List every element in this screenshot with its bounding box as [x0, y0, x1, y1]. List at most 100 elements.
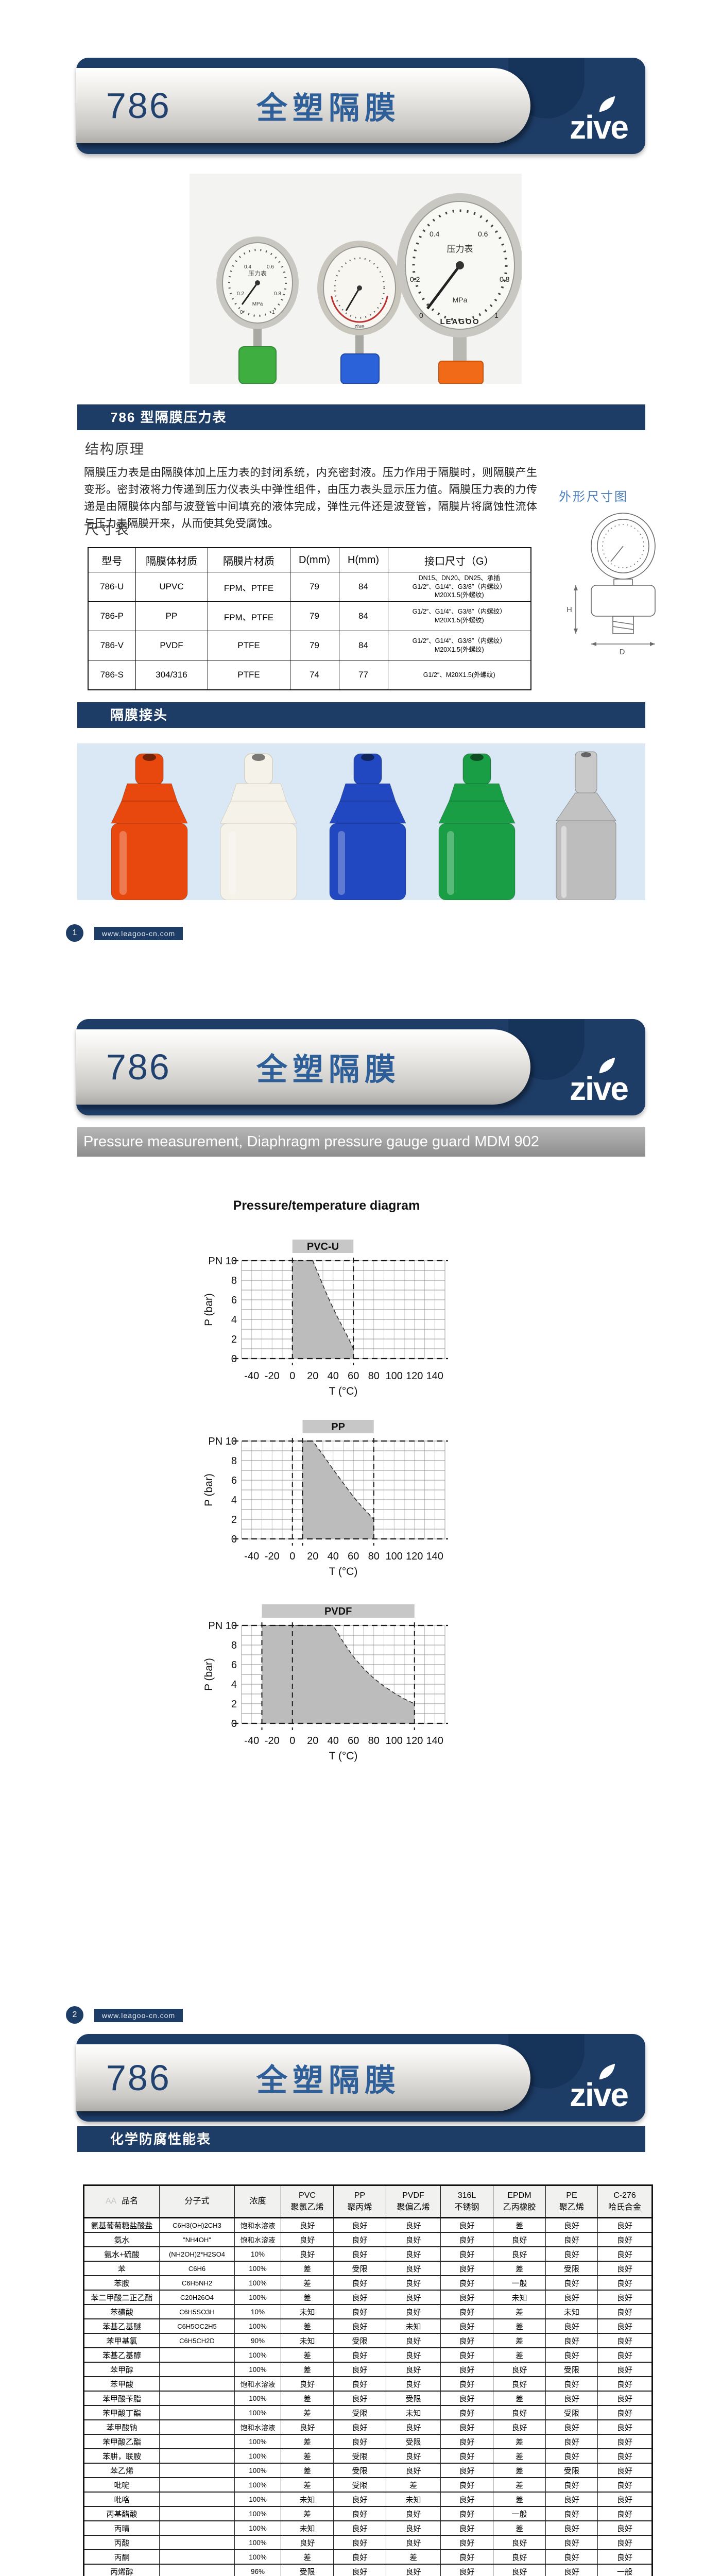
x-tick-label: 140 — [426, 1370, 443, 1382]
product-photo-gauges: 压力表 MPa 0.2 0.4 0.6 0.8 0 1 zive — [190, 174, 522, 384]
chem-rating-cell: 良好 — [440, 2362, 493, 2377]
chem-rating-cell: 差 — [281, 2506, 334, 2521]
chem-rating-cell: 差 — [493, 2520, 546, 2536]
chem-conc-cell: 100% — [234, 2318, 281, 2334]
x-tick-label: -20 — [265, 1551, 280, 1562]
chem-conc-cell: 100% — [234, 2290, 281, 2305]
chem-rating-cell: 良好 — [386, 2261, 441, 2276]
chem-rating-cell: 良好 — [386, 2217, 441, 2233]
chem-rating-cell: 差 — [281, 2362, 334, 2377]
chem-rating-cell: 良好 — [333, 2304, 386, 2319]
allowed-region — [302, 1441, 374, 1539]
chem-rating-cell: 差 — [281, 2391, 334, 2406]
header-banner-2: 786 全塑隔膜 zive — [76, 1019, 645, 1115]
chem-name-cell: 氨水 — [83, 2232, 160, 2247]
chem-name-cell: 苯胺 — [83, 2275, 160, 2291]
chemical-resistance-table: AA 品名 分子式 浓度 PVC 聚氯乙烯 PP 聚丙烯 PVDF 聚偏乙烯 316L 不锈钢 EPDM… — [83, 2184, 653, 2576]
x-axis-label: T (°C) — [329, 1750, 358, 1762]
chem-rating-cell: 良好 — [545, 2246, 598, 2262]
svg-text:0: 0 — [240, 310, 243, 315]
chem-formula-cell — [159, 2549, 235, 2565]
banner-title: 全塑隔膜 — [256, 1052, 401, 1087]
chem-rating-cell: 差 — [281, 2275, 334, 2291]
chem-rating-cell: 差 — [493, 2492, 546, 2507]
svg-text:0.8: 0.8 — [500, 275, 510, 283]
chem-conc-cell: 100% — [234, 2448, 281, 2464]
section-bar-786: 786 型隔膜压力表 — [77, 404, 645, 430]
material-band-label: PVDF — [324, 1606, 352, 1617]
x-axis-label: T (°C) — [329, 1566, 358, 1578]
chem-formula-cell — [159, 2362, 235, 2377]
chem-rating-cell: 良好 — [440, 2564, 493, 2576]
gauge-blue: zive — [317, 241, 402, 384]
chem-rating-cell: 一般 — [493, 2506, 546, 2521]
pt-chart-pp: PP PN 10 0 2 4 6 8 -40 -20 0 20 40 60 80 100 120 140 T (°… — [203, 1420, 448, 1578]
chem-rating-cell: 良好 — [333, 2506, 386, 2521]
chem-formula-cell: C6H5OC2H5 — [159, 2318, 235, 2334]
dim-cell: FPM、PTFE — [207, 601, 290, 631]
chem-rating-cell: 良好 — [440, 2232, 493, 2247]
x-axis-label: T (°C) — [329, 1385, 358, 1397]
dim-cell: 74 — [289, 660, 339, 690]
chem-rating-cell: 差 — [493, 2304, 546, 2319]
chem-rating-cell: 良好 — [597, 2520, 653, 2536]
chem-formula-cell: C6H5SO3H — [159, 2304, 235, 2319]
connector-white — [220, 753, 297, 901]
dim-table-row: 786-V PVDF PTFE 79 84 G1/2″、G1/4″、G3/8″（内螺纹） M… — [88, 631, 531, 660]
chem-rating-cell: 良好 — [493, 2246, 546, 2262]
chem-rating-cell: 良好 — [545, 2535, 598, 2550]
x-tick-label: 20 — [307, 1370, 318, 1382]
chem-col-header: PVC 聚氯乙烯 — [281, 2185, 334, 2218]
chem-rating-cell: 良好 — [545, 2232, 598, 2247]
dim-cell: PVDF — [135, 631, 208, 660]
chem-rating-cell: 良好 — [440, 2463, 493, 2478]
chem-rating-cell: 受限 — [386, 2434, 441, 2449]
chem-rating-cell: 良好 — [493, 2564, 546, 2576]
chem-rating-cell: 良好 — [597, 2347, 653, 2363]
chem-table-row: 苯甲基氯 C6H5CH2D 90% 未知 受限 良好 良好差良好 良好 — [83, 2333, 653, 2348]
connector-photo-svg — [111, 751, 616, 901]
chem-formula-cell — [159, 2564, 235, 2576]
gauge-unit-label: MPa — [252, 301, 263, 307]
dim-col-header: 隔膜片材质 — [207, 547, 290, 572]
chem-table-row: 苯乙烯 100% 差受限 良好 良好差受限 良好 — [83, 2463, 653, 2478]
svg-text:0.6: 0.6 — [478, 230, 488, 238]
header-banner-1: 786 全塑隔膜 zive — [76, 58, 645, 154]
chem-rating-cell: 良好 — [597, 2492, 653, 2507]
chem-formula-cell: C20H26O4 — [159, 2290, 235, 2305]
chem-name-cell: 苯甲酸 — [83, 2376, 160, 2392]
x-tick-label: 0 — [289, 1370, 295, 1382]
chem-rating-cell: 良好 — [333, 2376, 386, 2392]
chem-col-header: 分子式 — [159, 2185, 235, 2218]
chem-rating-cell: 良好 — [281, 2535, 334, 2550]
chem-rating-cell: 良好 — [493, 2419, 546, 2435]
chem-name-cell: 苯磺酸 — [83, 2304, 160, 2319]
chart-host-pvc-u: PVC-U PN 10 0 2 4 6 8 -40 -20 0 20 40 60 80 100 120 140 T… — [203, 1238, 450, 1402]
dim-col-header: 隔膜体材质 — [135, 547, 208, 572]
chem-rating-cell: 差 — [386, 2549, 441, 2565]
chem-rating-cell: 良好 — [440, 2217, 493, 2233]
chem-table-row: 丙烯醇 96% 受限 良好 良好 良好 良好 良好 一般 — [83, 2564, 653, 2576]
dim-col-header: 接口尺寸（G） — [387, 547, 531, 572]
gauge-green: 压力表 MPa 0.2 0.4 0.6 0.8 0 1 — [216, 236, 299, 384]
chem-rating-cell: 受限 — [545, 2405, 598, 2420]
pt-chart-pvdf: PVDF PN 10 0 2 4 6 8 -40 -20 0 20 40 60 80 100 120 140 T … — [203, 1604, 448, 1762]
chem-rating-cell: 良好 — [545, 2448, 598, 2464]
principle-text: 隔膜压力表是由隔膜体加上压力表的封闭系统，内充密封液。压力作用于隔膜时，则隔膜产… — [84, 467, 537, 530]
y-tick-label: 0 — [231, 1718, 237, 1730]
chem-rating-cell: 良好 — [333, 2246, 386, 2262]
x-tick-label: 80 — [368, 1370, 380, 1382]
chem-rating-cell: 良好 — [440, 2275, 493, 2291]
chem-rating-cell: 良好 — [545, 2549, 598, 2565]
dim-cell: 304/316 — [135, 660, 208, 690]
chem-col-header: PE 聚乙烯 — [545, 2185, 598, 2218]
chem-conc-cell: 100% — [234, 2535, 281, 2550]
dimension-table: 型号 隔膜体材质 隔膜片材质 D(mm) H(mm) 接口尺寸（G） 786-U UPVC FP… — [88, 547, 531, 690]
chem-formula-cell — [159, 2492, 235, 2507]
chem-table-row: 苯肼，联胺 100% 差受限 良好 良好差良好 良好 — [83, 2448, 653, 2464]
chem-table-row: 丙基醋酸 100% 差良好 良好 良好 一般 良好 良好 — [83, 2506, 653, 2521]
chem-rating-cell: 差 — [281, 2290, 334, 2305]
chem-rating-cell: 受限 — [545, 2261, 598, 2276]
chem-conc-cell: 饱和水溶液 — [234, 2217, 281, 2233]
chem-rating-cell: 良好 — [493, 2405, 546, 2420]
